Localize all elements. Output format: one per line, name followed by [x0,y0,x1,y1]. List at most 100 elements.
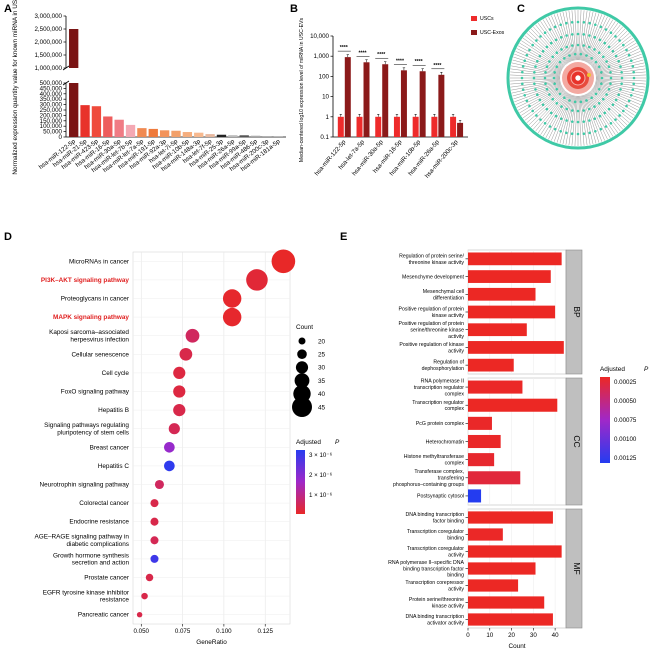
a-y-tick-label: 100,000 [40,123,63,130]
c-node [558,60,562,64]
c-node [543,76,547,80]
e-y-tick-label: Transferase complex, transferring phosphor… [393,469,464,488]
d-x-tick-label: 0.125 [257,628,273,635]
c-node [622,43,625,47]
d-size-legend-label: 35 [318,378,326,385]
c-edge [585,16,608,62]
c-edge [592,40,635,69]
a-bar [159,130,170,137]
c-node [539,118,542,121]
c-node [555,101,559,105]
c-edge [583,95,600,143]
a-bar [148,128,158,137]
c-edge [562,11,575,61]
c-edge [565,11,575,61]
e-facet-strip [565,508,583,629]
d-color-legend-title: Adjusted [296,439,321,446]
c-edge [591,89,630,123]
panel-c-circular-network [506,6,650,150]
d-size-legend-dot [294,373,310,388]
c-node [570,33,574,36]
c-node [558,92,562,96]
c-edge [571,10,577,61]
c-node [619,65,622,68]
panel-letter-c: C [517,3,525,15]
b-significance-stars: **** [340,45,349,51]
c-edge [586,93,611,138]
a-y-tick-label: 1,500,000 [34,52,62,59]
c-node [553,127,557,131]
c-edge [588,92,619,134]
b-y-tick-label: 10 [322,94,329,101]
a-y-tick-label: 2,000,000 [34,39,62,46]
d-size-legend-dot [292,397,312,417]
e-y-tick-label: Mesenchyme development [402,274,465,280]
a-y-tick-label: 200,000 [40,112,63,119]
c-node [560,105,563,108]
c-edge [545,93,570,138]
e-color-legend-title-p: P [644,366,649,373]
b-bar [412,116,419,137]
c-node [576,132,580,136]
c-node [632,70,635,74]
c-node [568,99,571,102]
d-y-tick-label: EGFR tyrosine kinase inhibitor resistance [43,590,130,604]
c-edge [537,22,568,64]
c-node [617,59,620,63]
c-node [570,132,574,135]
e-bar [468,287,536,301]
c-node [543,122,547,125]
c-edge [553,14,572,62]
c-node [593,36,597,39]
c-edge [511,65,561,75]
panel-letter-d: D [4,231,12,243]
c-edge [590,90,628,126]
c-node [632,82,635,86]
a-y-tick-label: 250,000 [40,107,63,114]
d-dot [222,307,242,327]
e-bar [468,341,564,354]
d-y-tick-label: Signaling pathways regulating pluripotenc… [44,422,129,436]
d-size-legend-label: 20 [318,338,326,345]
b-legend-swatch [471,16,477,21]
b-y-axis-label: Median-centered log10 expression level o… [299,18,305,163]
a-y-tick-label: 2,500,000 [34,26,62,33]
b-bar [400,70,407,137]
c-node [525,53,529,57]
d-dot [168,423,180,435]
c-node [629,94,633,97]
d-dot [179,347,193,361]
c-node [600,82,603,86]
c-edge [595,56,643,73]
c-node [570,109,574,112]
c-edge [510,74,561,78]
a-bar [228,135,238,137]
c-edge [595,81,645,94]
c-node [597,87,601,91]
c-node [593,117,597,120]
c-edge [514,53,562,72]
c-edge [510,79,561,85]
d-size-legend-dot [297,349,307,360]
e-facet-strip [565,249,583,375]
d-y-tick-label: FoxO signaling pathway [61,389,130,396]
d-size-legend-title: Count [296,324,313,331]
c-node [590,96,593,100]
d-dot [246,269,268,291]
d-dot [150,536,159,545]
e-color-legend-bar [600,377,610,463]
e-color-legend-title: Adjusted [600,366,625,373]
c-edge [595,74,646,78]
c-node [559,36,563,39]
c-edge [584,14,603,62]
d-y-tick-label: AGE–RAGE signaling pathway in diabetic co… [35,534,130,548]
c-node [618,39,621,42]
c-edge [526,89,565,123]
d-y-tick-label: Cellular senescence [71,351,129,358]
c-node [521,65,525,68]
b-bar [450,116,457,137]
a-bar [205,134,215,137]
b-y-tick-label: 100 [319,73,330,80]
c-edge [545,18,570,63]
d-y-tick-label: Prostate cancer [84,575,130,582]
